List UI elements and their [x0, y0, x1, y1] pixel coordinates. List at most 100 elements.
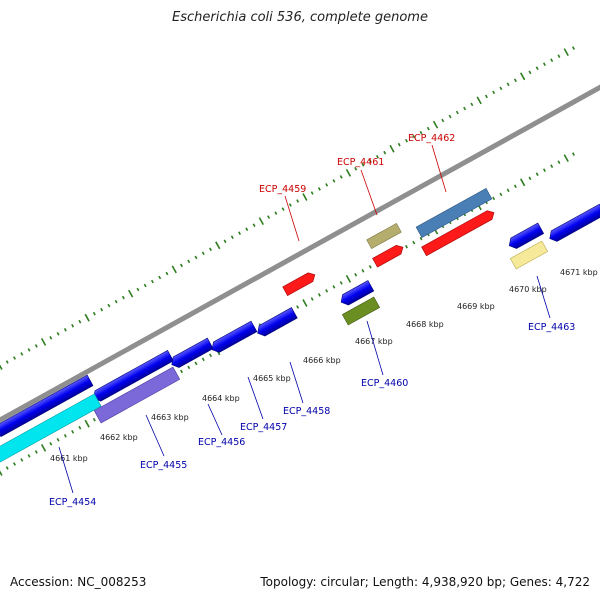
gene-arrow[interactable]: [372, 243, 406, 268]
label-leader-line: [247, 376, 264, 420]
tick-mark: [100, 307, 104, 312]
tick-mark: [302, 299, 308, 307]
gene-label-ecp-4463[interactable]: ECP_4463: [528, 322, 575, 333]
tick-mark: [419, 130, 423, 135]
tick-mark: [40, 338, 47, 346]
gene-label-ecp-4460[interactable]: ECP_4460: [361, 378, 408, 389]
tick-mark: [426, 126, 430, 131]
gene-arrow[interactable]: [547, 203, 600, 244]
tick-mark: [187, 259, 191, 264]
genome-summary: Topology: circular; Length: 4,938,920 bp…: [260, 575, 590, 589]
kbp-label: 4664 kbp: [202, 394, 240, 403]
tick-mark: [572, 46, 575, 50]
tick-mark: [296, 305, 300, 309]
tick-mark: [274, 211, 278, 215]
tick-mark: [128, 289, 134, 298]
tick-mark: [71, 324, 75, 328]
gene-arrow[interactable]: [0, 374, 94, 439]
tick-mark: [296, 199, 300, 203]
gene-box[interactable]: [415, 187, 493, 239]
gene-label-ecp-4461[interactable]: ECP_4461: [337, 157, 384, 168]
accession-label: Accession: NC_008253: [10, 575, 147, 589]
tick-mark: [563, 48, 569, 56]
tick-mark: [484, 94, 488, 99]
gene-arrow[interactable]: [169, 337, 214, 370]
tick-mark: [13, 356, 16, 360]
tick-mark: [215, 241, 221, 250]
gene-box[interactable]: [509, 240, 549, 270]
gene-label-ecp-4458[interactable]: ECP_4458: [283, 406, 330, 417]
tick-mark: [317, 187, 321, 191]
tick-mark: [383, 150, 387, 155]
tick-mark: [5, 360, 9, 364]
label-leader-line: [207, 403, 223, 436]
gene-box[interactable]: [0, 393, 102, 471]
genome-backbone: [0, 59, 600, 432]
tick-mark: [49, 442, 53, 446]
tick-mark: [376, 155, 379, 159]
tick-mark: [20, 458, 24, 462]
tick-mark: [506, 82, 510, 87]
gene-label-ecp-4462[interactable]: ECP_4462: [408, 133, 455, 144]
gene-arrow[interactable]: [282, 270, 318, 297]
gene-box[interactable]: [93, 366, 181, 424]
tick-mark: [476, 96, 482, 105]
tick-mark: [78, 425, 82, 430]
tick-mark: [405, 244, 408, 249]
tick-mark: [180, 369, 183, 374]
tick-mark: [535, 172, 539, 176]
tick-mark: [470, 102, 474, 107]
tick-mark: [492, 90, 496, 95]
gene-label-ecp-4457[interactable]: ECP_4457: [240, 422, 287, 433]
kbp-label: 4666 kbp: [303, 356, 341, 365]
tick-mark: [238, 231, 242, 235]
tick-mark: [209, 353, 212, 358]
tick-mark: [361, 269, 365, 273]
outer-tick-row: [0, 46, 575, 370]
tick-mark: [40, 444, 47, 452]
tick-mark: [542, 168, 546, 172]
tick-mark: [397, 142, 401, 147]
kbp-label: 4668 kbp: [406, 320, 444, 329]
tick-mark: [492, 196, 496, 201]
tick-mark: [63, 434, 67, 438]
gene-box[interactable]: [341, 296, 381, 326]
gene-arrow[interactable]: [209, 320, 258, 355]
tick-mark: [209, 247, 212, 252]
gene-arrow[interactable]: [338, 280, 375, 308]
tick-mark: [143, 283, 147, 288]
gene-arrow[interactable]: [506, 222, 545, 251]
tick-mark: [405, 138, 408, 143]
tick-mark: [345, 169, 352, 177]
label-leader-line: [289, 361, 304, 404]
gene-label-ecp-4456[interactable]: ECP_4456: [198, 437, 245, 448]
gene-label-ecp-4454[interactable]: ECP_4454: [49, 497, 96, 508]
tick-mark: [201, 357, 205, 362]
gene-label-ecp-4455[interactable]: ECP_4455: [140, 460, 187, 471]
kbp-label: 4667 kbp: [355, 337, 393, 346]
tick-mark: [361, 163, 365, 167]
tick-mark: [339, 175, 343, 179]
gene-arrow[interactable]: [255, 307, 298, 339]
tick-mark: [563, 154, 569, 162]
tick-mark: [194, 255, 198, 260]
tick-mark: [165, 271, 169, 276]
label-leader-line: [536, 275, 551, 319]
gene-arrow[interactable]: [421, 208, 497, 257]
tick-mark: [0, 364, 3, 370]
gene-label-ecp-4459[interactable]: ECP_4459: [259, 184, 306, 195]
tick-mark: [150, 279, 154, 284]
label-leader-line: [360, 169, 378, 216]
tick-mark: [520, 72, 526, 81]
tick-mark: [121, 295, 125, 300]
tick-mark: [302, 193, 308, 201]
tick-mark: [513, 78, 517, 83]
label-leader-line: [366, 320, 384, 376]
gene-box[interactable]: [366, 222, 402, 250]
tick-mark: [389, 144, 395, 153]
tick-mark: [114, 299, 118, 304]
tick-mark: [288, 203, 292, 207]
tick-mark: [332, 179, 336, 183]
